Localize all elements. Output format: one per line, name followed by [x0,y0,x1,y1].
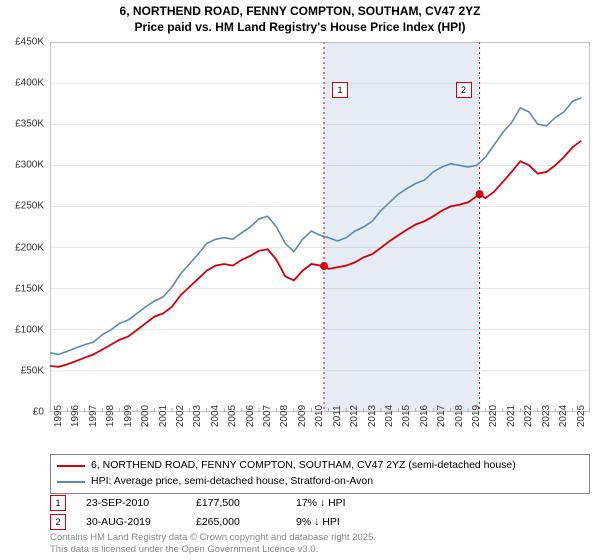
x-axis-tick: 2015 [401,405,412,427]
x-axis-tick: 2017 [436,405,447,427]
y-axis-tick: £100K [0,324,44,335]
legend-swatch [57,465,85,467]
sale-marker-label: 1 [332,82,348,98]
x-axis-tick: 2018 [454,405,465,427]
x-axis-tick: 1997 [88,405,99,427]
sale-date: 30-AUG-2019 [86,513,196,532]
sale-delta: 17% ↓ HPI [296,494,396,513]
legend-item: 6, NORTHEND ROAD, FENNY COMPTON, SOUTHAM… [57,458,583,474]
legend-swatch [57,481,85,483]
legend-label: HPI: Average price, semi-detached house,… [91,474,373,490]
table-row: 2 30-AUG-2019 £265,000 9% ↓ HPI [50,513,396,532]
x-axis-tick: 2012 [349,405,360,427]
x-axis-tick: 2020 [488,405,499,427]
title-line2: Price paid vs. HM Land Registry's House … [0,20,600,36]
x-axis-tick: 2019 [471,405,482,427]
x-axis-tick: 2002 [175,405,186,427]
x-axis-tick: 2008 [279,405,290,427]
line-chart [50,42,590,412]
x-axis-tick: 2010 [314,405,325,427]
x-axis-tick: 1998 [105,405,116,427]
footer-line: Contains HM Land Registry data © Crown c… [50,532,376,544]
footer-line: This data is licensed under the Open Gov… [50,544,376,556]
chart-title: 6, NORTHEND ROAD, FENNY COMPTON, SOUTHAM… [0,0,600,35]
x-axis-tick: 1995 [53,405,64,427]
x-axis-tick: 2024 [558,405,569,427]
x-axis-tick: 2023 [541,405,552,427]
sale-marker-icon: 2 [50,514,66,530]
x-axis-tick: 2004 [210,405,221,427]
sales-table: 1 23-SEP-2010 £177,500 17% ↓ HPI 2 30-AU… [50,494,396,532]
y-axis-tick: £350K [0,119,44,130]
sale-price: £265,000 [196,513,296,532]
x-axis-tick: 1999 [123,405,134,427]
y-axis-tick: £150K [0,283,44,294]
x-axis-tick: 2009 [297,405,308,427]
x-axis-tick: 2000 [140,405,151,427]
sale-price: £177,500 [196,494,296,513]
x-axis-tick: 2011 [332,405,343,427]
x-axis-tick: 2003 [192,405,203,427]
sale-marker-label: 2 [456,82,472,98]
x-axis-tick: 2007 [262,405,273,427]
y-axis-tick: £300K [0,160,44,171]
x-axis-tick: 2021 [506,405,517,427]
y-axis-tick: £50K [0,365,44,376]
x-axis-tick: 2022 [523,405,534,427]
x-axis-tick: 2006 [245,405,256,427]
y-axis-tick: £400K [0,78,44,89]
y-axis-tick: £200K [0,242,44,253]
x-axis-tick: 2005 [227,405,238,427]
x-axis-tick: 1996 [70,405,81,427]
y-axis-tick: £450K [0,37,44,48]
x-axis-tick: 2001 [158,405,169,427]
chart-area: £0£50K£100K£150K£200K£250K£300K£350K£400… [50,42,590,412]
title-line1: 6, NORTHEND ROAD, FENNY COMPTON, SOUTHAM… [0,4,600,20]
sale-date: 23-SEP-2010 [86,494,196,513]
table-row: 1 23-SEP-2010 £177,500 17% ↓ HPI [50,494,396,513]
legend-label: 6, NORTHEND ROAD, FENNY COMPTON, SOUTHAM… [91,458,516,474]
x-axis-tick: 2014 [384,405,395,427]
y-axis-tick: £250K [0,201,44,212]
y-axis-tick: £0 [0,407,44,418]
legend-item: HPI: Average price, semi-detached house,… [57,474,583,490]
x-axis-tick: 2013 [367,405,378,427]
legend: 6, NORTHEND ROAD, FENNY COMPTON, SOUTHAM… [50,454,590,494]
sale-delta: 9% ↓ HPI [296,513,396,532]
footer: Contains HM Land Registry data © Crown c… [50,532,376,556]
sale-marker-icon: 1 [50,495,66,511]
x-axis-tick: 2025 [576,405,587,427]
x-axis-tick: 2016 [419,405,430,427]
